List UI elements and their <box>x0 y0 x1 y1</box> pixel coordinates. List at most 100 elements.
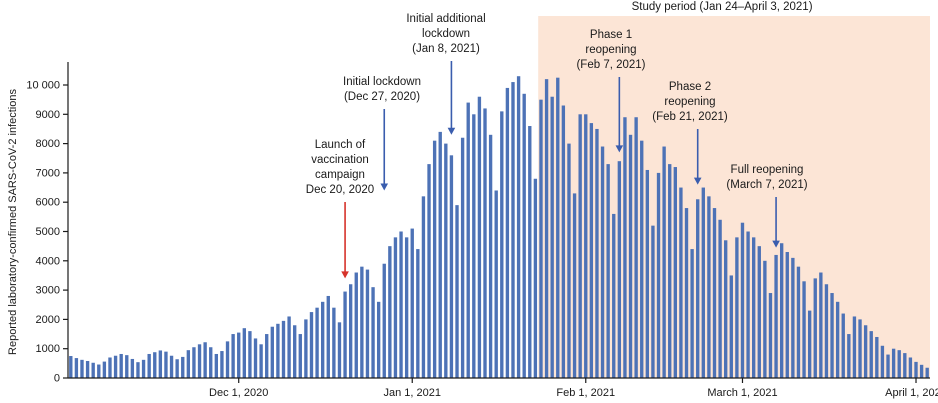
bar <box>69 356 73 378</box>
annotation-line: (Dec 27, 2020) <box>343 91 421 103</box>
x-tick-label: Jan 1, 2021 <box>383 387 441 399</box>
annotation-line: Phase 2 <box>668 81 712 93</box>
bar <box>645 169 650 378</box>
bar <box>668 164 672 378</box>
annotation-arrow-head <box>615 145 624 153</box>
annotation-phase-1-reopening: Phase 1 reopening (Feb 7, 2021) <box>576 28 645 73</box>
bar <box>819 272 823 378</box>
annotation-line: Dec 20, 2020 <box>305 184 375 196</box>
bar <box>231 334 235 378</box>
annotation-phase-2-reopening: Phase 2 reopening (Feb 21, 2021) <box>652 80 727 125</box>
bar <box>472 114 476 379</box>
bar <box>651 225 655 378</box>
bar <box>528 126 532 379</box>
bar <box>332 307 336 378</box>
bar <box>259 344 263 378</box>
bar <box>438 131 442 378</box>
bar <box>634 117 638 378</box>
bar <box>824 284 829 378</box>
bar <box>460 137 465 378</box>
bar <box>712 208 717 378</box>
annotation-line: (Jan 8, 2021) <box>412 43 480 55</box>
bar <box>858 319 862 378</box>
annotation-initial-lockdown: Initial lockdown (Dec 27, 2020) <box>343 75 421 105</box>
y-tick-label: 3000 <box>36 285 60 297</box>
bar <box>584 114 588 379</box>
bar <box>875 336 879 378</box>
bar <box>813 278 817 378</box>
bar <box>80 359 84 378</box>
bar <box>253 338 258 378</box>
bar <box>404 237 409 378</box>
bar <box>169 355 174 378</box>
bar <box>376 301 381 378</box>
bar <box>796 266 801 378</box>
bar <box>371 287 375 378</box>
bar <box>578 114 582 379</box>
bar <box>718 219 722 378</box>
bar <box>136 362 140 378</box>
bar <box>880 345 885 378</box>
bar <box>779 243 784 378</box>
bar <box>684 208 689 378</box>
bar <box>886 354 890 378</box>
bar <box>382 263 386 378</box>
bar <box>908 357 913 378</box>
bar <box>533 178 538 378</box>
annotation-line: reopening <box>664 96 716 108</box>
bar <box>203 342 207 378</box>
bar <box>556 77 560 379</box>
bar <box>768 293 773 378</box>
bar <box>444 143 448 378</box>
bar <box>483 108 487 378</box>
bar <box>701 187 705 378</box>
bar <box>214 353 219 378</box>
bar <box>175 359 179 378</box>
bar <box>91 362 95 378</box>
annotation-arrow-head <box>772 240 780 248</box>
bar <box>897 350 901 378</box>
bar <box>511 82 515 378</box>
bar <box>416 249 420 378</box>
x-tick-label: Dec 1, 2020 <box>209 387 268 399</box>
y-tick-label: 10 000 <box>26 80 60 92</box>
bar <box>740 222 745 378</box>
y-axis-title: Reported laboratory-confirmed SARS-CoV-2… <box>7 89 19 355</box>
y-tick-label: 4000 <box>36 255 60 267</box>
x-tick-label: Feb 1, 2021 <box>556 387 615 399</box>
bar <box>298 334 302 378</box>
bar <box>544 79 549 378</box>
bar <box>600 146 605 378</box>
x-tick-label: April 1, 2021 <box>885 387 938 399</box>
bar <box>326 295 330 378</box>
bar <box>488 134 493 378</box>
annotation-line: Launch of <box>314 139 366 151</box>
bar <box>108 357 112 378</box>
annotation-arrow-head <box>341 271 349 279</box>
bar <box>891 348 896 378</box>
bar <box>522 93 526 378</box>
annotation-vaccination-launch: Launch of vaccination campaign Dec 20, 2020 <box>306 138 374 198</box>
bar <box>388 246 392 378</box>
y-tick-label: 7000 <box>36 167 60 179</box>
bar <box>807 310 812 378</box>
bar <box>360 266 364 378</box>
y-tick-label: 5000 <box>36 226 60 238</box>
bar <box>197 344 202 378</box>
bar <box>746 231 750 378</box>
bar <box>847 334 851 378</box>
bar <box>287 316 291 378</box>
y-tick-label: 0 <box>54 373 60 385</box>
bar <box>774 254 778 378</box>
bar <box>516 76 521 379</box>
bar <box>757 246 761 378</box>
bar <box>550 96 554 378</box>
annotation-line: Initial additional <box>406 13 486 25</box>
bar <box>589 123 594 378</box>
bar <box>248 331 252 378</box>
bar <box>186 350 191 378</box>
annotation-line: (Feb 21, 2021) <box>652 111 728 123</box>
annotation-arrow-head <box>447 127 456 135</box>
bar <box>925 367 929 378</box>
